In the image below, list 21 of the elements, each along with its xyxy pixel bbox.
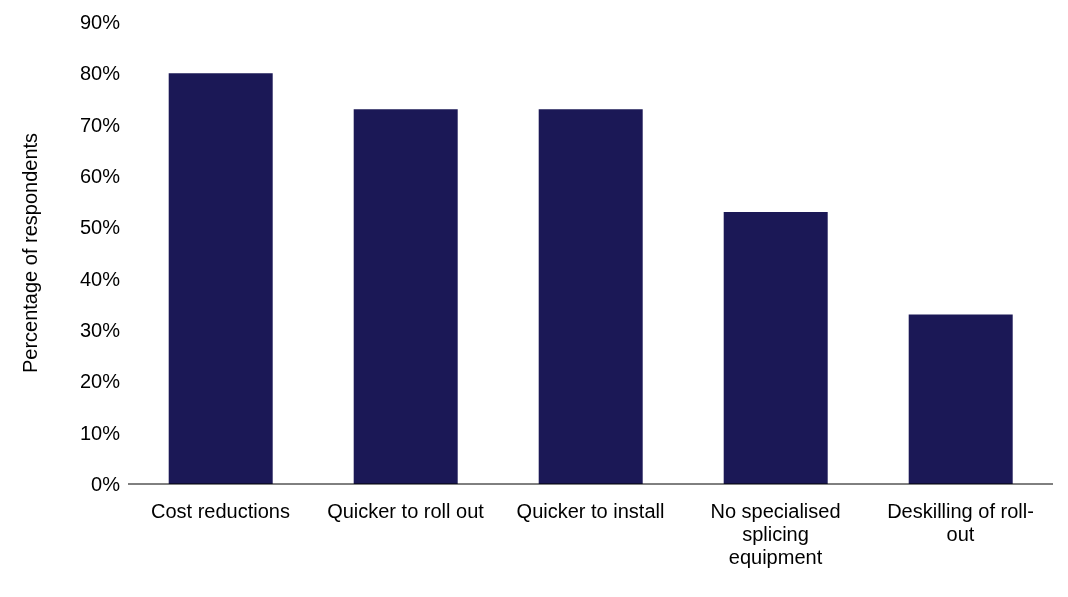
bar	[908, 314, 1013, 484]
bar	[353, 109, 458, 484]
y-tick-label: 10%	[79, 421, 121, 444]
y-tick-label: 70%	[79, 113, 121, 136]
y-tick-label: 0%	[91, 473, 121, 496]
bar	[723, 211, 828, 484]
bar	[168, 73, 273, 484]
x-tick-label: Quicker to roll out	[327, 500, 485, 522]
y-tick-label: 90%	[79, 11, 121, 34]
y-tick-label: 60%	[79, 165, 121, 188]
x-tick-label: Deskilling of roll-out	[887, 500, 1034, 545]
bar	[538, 109, 643, 484]
y-tick-label: 80%	[79, 62, 121, 85]
y-axis-title: Percentage of respondents	[19, 132, 42, 374]
y-tick-label: 20%	[79, 370, 121, 393]
x-tick-label: Cost reductions	[151, 500, 290, 522]
y-tick-label: 30%	[79, 319, 121, 342]
x-tick-label: No specialised splicing equipment	[710, 500, 841, 568]
y-tick-label: 50%	[79, 216, 121, 239]
x-tick-label: Quicker to install	[516, 500, 665, 522]
y-tick-label: 40%	[79, 267, 121, 290]
